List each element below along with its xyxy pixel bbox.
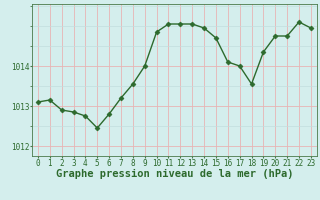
X-axis label: Graphe pression niveau de la mer (hPa): Graphe pression niveau de la mer (hPa)	[56, 169, 293, 179]
